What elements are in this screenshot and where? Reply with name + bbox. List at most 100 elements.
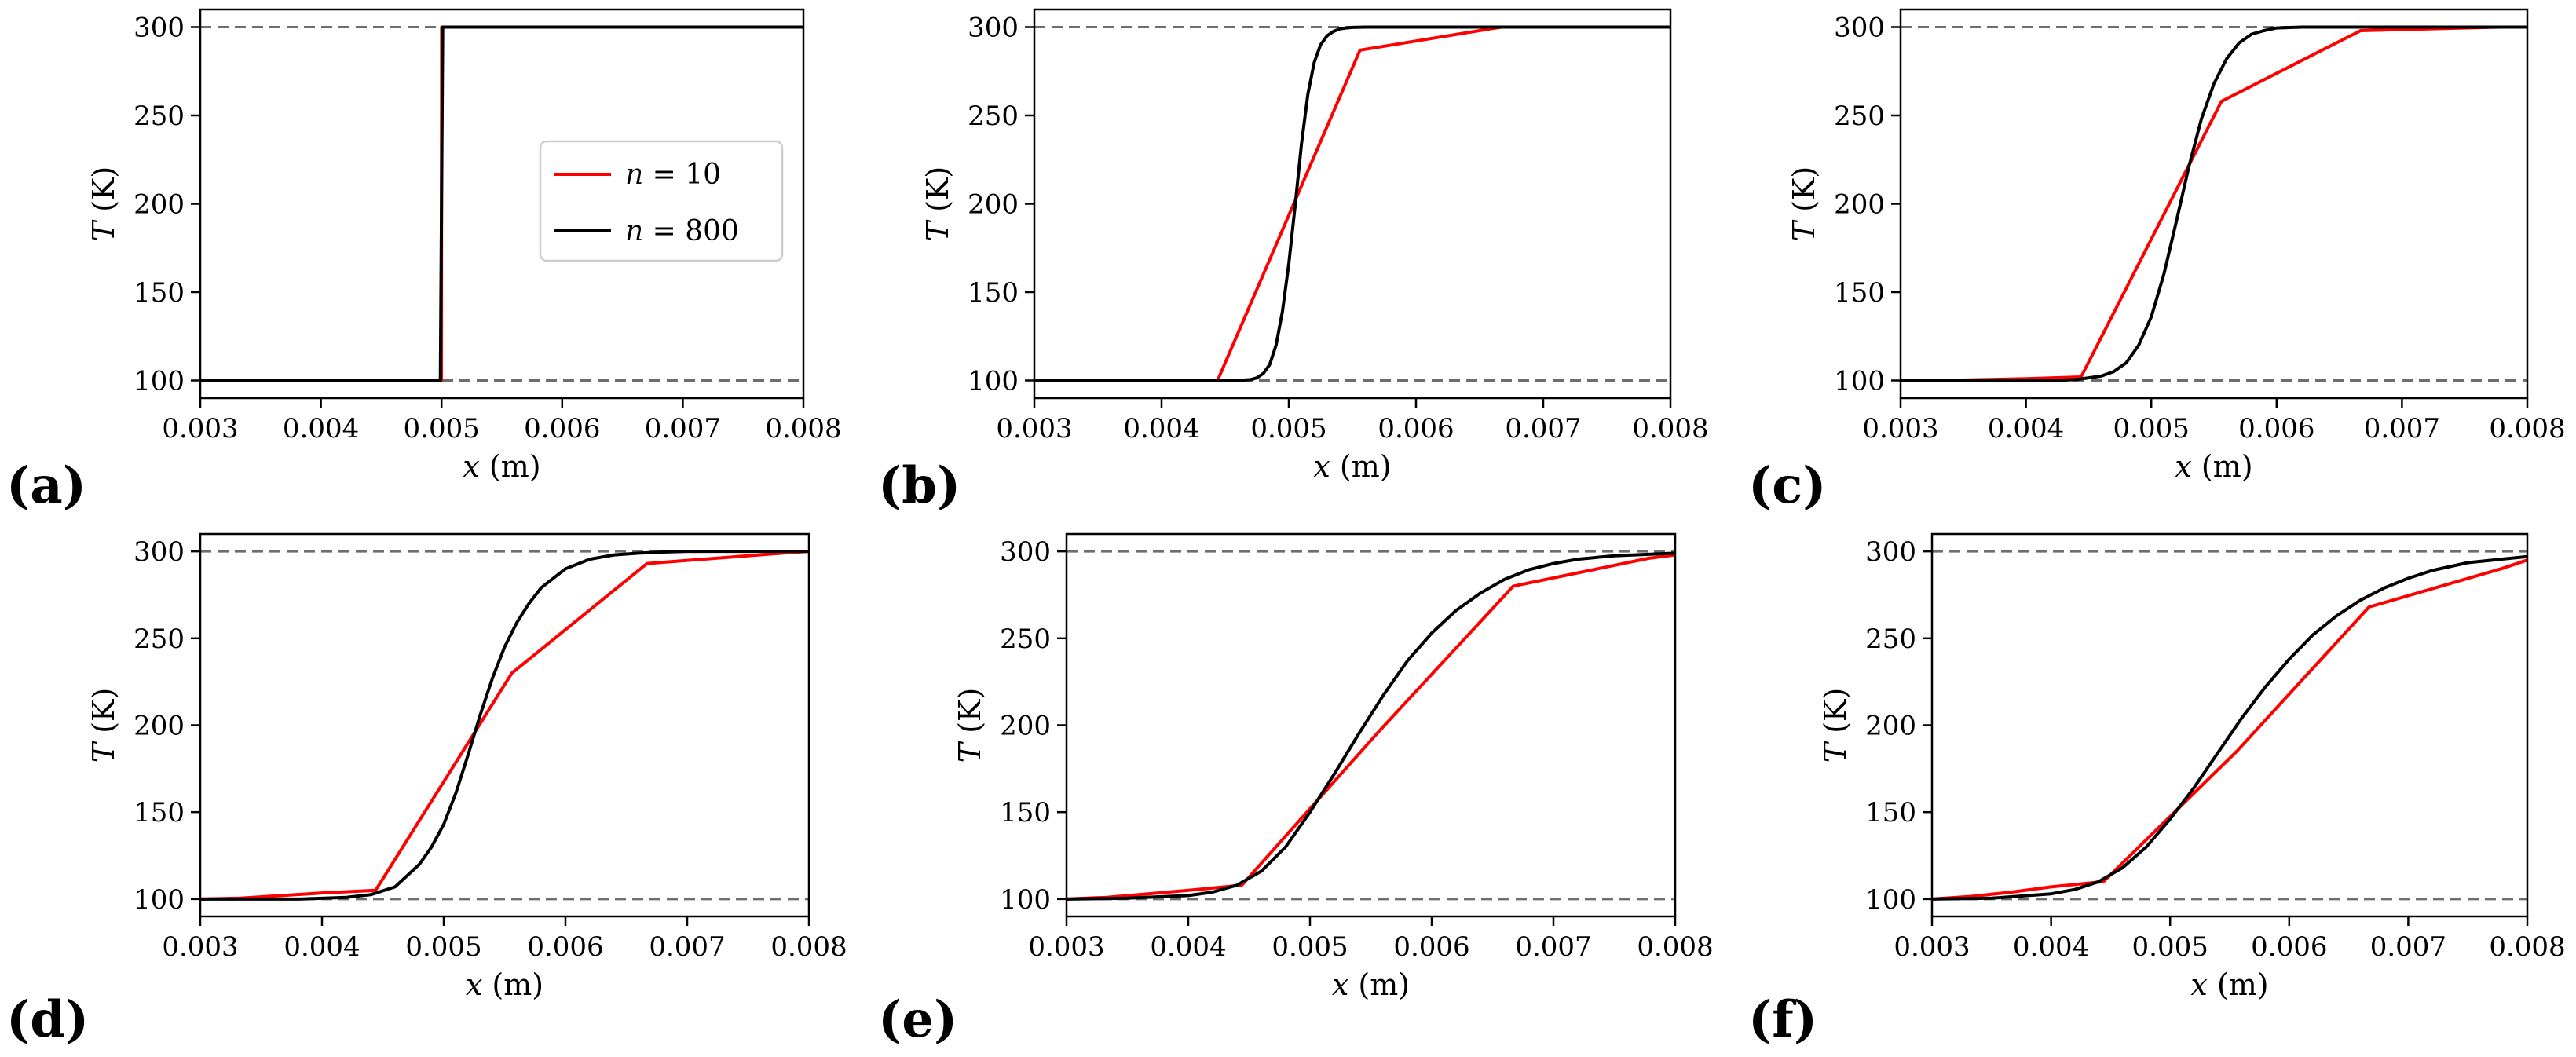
y-tick-label: 200 <box>134 711 185 742</box>
series-line-n10 <box>1901 25 2527 382</box>
series-line-n800 <box>1066 551 1676 901</box>
y-tick-label: 250 <box>968 101 1019 132</box>
x-axis-label: x (m) <box>466 967 543 1002</box>
series-line-n10 <box>1931 558 2528 901</box>
x-tick-label: 0.003 <box>1894 931 1970 963</box>
x-tick-label: 0.008 <box>2489 413 2565 444</box>
x-tick-label: 0.004 <box>1150 931 1226 963</box>
x-tick-label: 0.007 <box>1505 413 1581 444</box>
y-tick-label: 200 <box>134 189 185 221</box>
x-tick-label: 0.008 <box>770 931 847 963</box>
y-tick-label: 300 <box>134 13 185 44</box>
panel-label: (c) <box>1748 456 1827 515</box>
y-tick-label: 250 <box>1865 624 1916 655</box>
x-tick-label: 0.008 <box>1632 413 1708 444</box>
panel-e: 0.003 0.004 0.005 0.006 0.007 0.008 100 150 200 2… <box>878 532 1714 1049</box>
x-axis-label: x (m) <box>1313 449 1391 484</box>
y-tick-label: 300 <box>968 13 1019 44</box>
axes-frame <box>1930 532 2529 918</box>
x-axis-label: x (m) <box>1332 967 1410 1002</box>
y-tick-label: 200 <box>1000 711 1051 742</box>
panel-f: 0.003 0.004 0.005 0.006 0.007 0.008 100 150 200 2… <box>1748 532 2566 1049</box>
panel-label: (a) <box>6 456 86 515</box>
x-tick-label: 0.003 <box>162 931 238 963</box>
y-tick-label: 200 <box>1834 189 1885 221</box>
panel-label: (d) <box>6 990 89 1049</box>
y-tick-label: 300 <box>1834 13 1885 44</box>
x-tick-label: 0.003 <box>162 413 238 444</box>
y-tick-label: 300 <box>134 536 185 568</box>
axes-frame <box>199 532 810 918</box>
x-tick-label: 0.004 <box>2013 931 2089 963</box>
x-tick-label: 0.004 <box>1123 413 1199 444</box>
y-axis-label: T (K) <box>920 166 955 241</box>
y-axis-label: T (K) <box>86 688 121 763</box>
x-tick-label: 0.007 <box>2364 413 2440 444</box>
axes-frame <box>1899 8 2529 400</box>
y-axis-label: T (K) <box>1818 688 1853 763</box>
y-tick-label: 100 <box>134 366 185 397</box>
x-tick-label: 0.007 <box>645 413 721 444</box>
legend: n = 10 n = 800 <box>539 140 784 262</box>
x-tick-label: 0.005 <box>404 413 480 444</box>
x-tick-label: 0.004 <box>284 931 360 963</box>
x-tick-label: 0.008 <box>2489 931 2565 963</box>
panel-c: 0.003 0.004 0.005 0.006 0.007 0.008 100 150 200 2… <box>1748 8 2566 515</box>
x-tick-label: 0.005 <box>2132 931 2208 963</box>
y-tick-label: 150 <box>134 277 185 309</box>
y-axis-label: T (K) <box>1787 166 1821 241</box>
series-line-n10 <box>199 550 810 901</box>
y-tick-label: 150 <box>1000 797 1051 828</box>
x-tick-label: 0.008 <box>765 413 841 444</box>
panel-label: (e) <box>878 990 957 1049</box>
y-tick-label: 250 <box>134 101 185 132</box>
x-tick-label: 0.006 <box>1378 413 1454 444</box>
y-tick-label: 100 <box>968 366 1019 397</box>
series-line-n10 <box>1034 25 1670 382</box>
y-tick-label: 300 <box>1865 536 1916 568</box>
x-tick-label: 0.003 <box>996 413 1072 444</box>
panel-d: 0.003 0.004 0.005 0.006 0.007 0.008 100 150 200 2… <box>6 532 847 1049</box>
panel-label: (f) <box>1748 990 1817 1049</box>
x-tick-label: 0.005 <box>1250 413 1326 444</box>
y-tick-label: 100 <box>1865 884 1916 916</box>
series-line-n10 <box>1066 553 1676 901</box>
x-tick-label: 0.006 <box>524 413 600 444</box>
x-tick-label: 0.006 <box>527 931 603 963</box>
x-tick-label: 0.006 <box>2251 931 2327 963</box>
legend-entry: n = 800 <box>625 215 739 247</box>
x-tick-label: 0.003 <box>1862 413 1938 444</box>
x-axis-label: x (m) <box>2175 449 2252 484</box>
y-tick-label: 300 <box>1000 536 1051 568</box>
series-line-n800 <box>1931 554 2528 901</box>
x-tick-label: 0.008 <box>1637 931 1713 963</box>
x-tick-label: 0.005 <box>2113 413 2190 444</box>
axes-frame <box>1065 532 1677 918</box>
y-tick-label: 200 <box>1865 711 1916 742</box>
x-axis-label: x (m) <box>2190 967 2268 1002</box>
x-tick-label: 0.004 <box>1988 413 2064 444</box>
x-tick-label: 0.006 <box>2238 413 2314 444</box>
panel-a: 0.003 0.004 0.005 0.006 0.007 0.008 100 150 200 2… <box>6 8 842 515</box>
y-tick-label: 250 <box>1834 101 1885 132</box>
y-tick-label: 150 <box>968 277 1019 309</box>
x-tick-label: 0.007 <box>1515 931 1591 963</box>
x-tick-label: 0.005 <box>405 931 481 963</box>
x-tick-label: 0.003 <box>1028 931 1104 963</box>
series-line-n800 <box>200 25 803 382</box>
x-tick-label: 0.005 <box>1272 931 1348 963</box>
x-tick-label: 0.007 <box>2370 931 2446 963</box>
y-tick-label: 150 <box>1834 277 1885 309</box>
y-tick-label: 100 <box>134 884 185 916</box>
series-line-n800 <box>1034 25 1670 382</box>
x-tick-label: 0.006 <box>1393 931 1469 963</box>
x-tick-label: 0.007 <box>649 931 725 963</box>
y-tick-label: 150 <box>1865 797 1916 828</box>
y-tick-label: 250 <box>134 624 185 655</box>
series-line-n800 <box>200 550 809 901</box>
panel-b: 0.003 0.004 0.005 0.006 0.007 0.008 100 150 200 2… <box>878 8 1709 515</box>
y-axis-label: T (K) <box>86 166 121 241</box>
legend-entry: n = 10 <box>625 159 721 191</box>
y-tick-label: 200 <box>968 189 1019 221</box>
